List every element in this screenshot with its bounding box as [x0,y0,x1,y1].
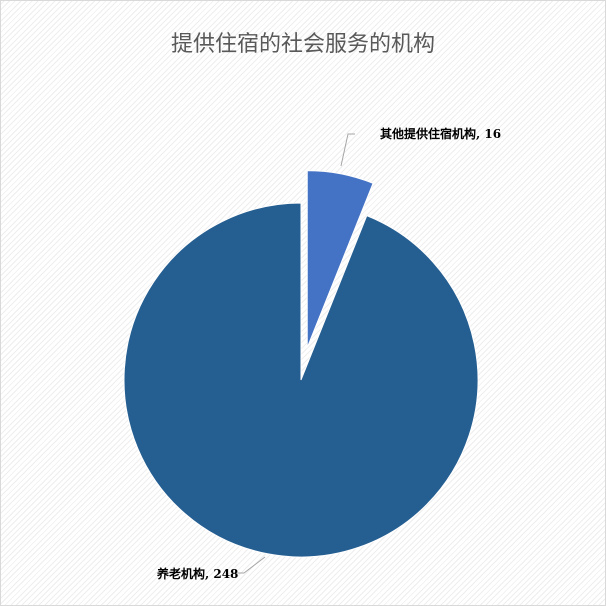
data-label-0: 其他提供住宿机构, 16 [380,126,501,141]
data-label-1: 养老机构, 248 [156,566,238,581]
chart-title: 提供住宿的社会服务的机构 [170,32,435,57]
leader-line-1 [234,556,266,574]
leader-line-0 [340,133,355,167]
pie-slice-0[interactable] [306,170,374,348]
pie-slice-1[interactable] [123,202,479,558]
